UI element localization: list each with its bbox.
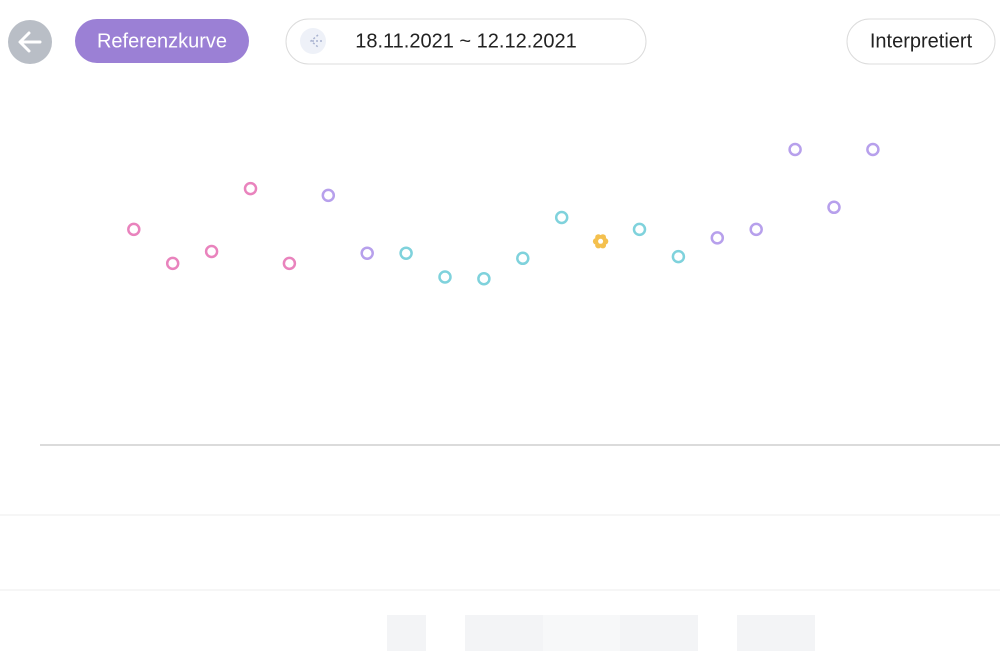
date-range: 18.11.2021 ~ 12.12.2021 [355,30,577,52]
reference-button[interactable]: Referenzkurve [75,19,249,63]
marker [399,246,413,260]
marker [632,222,647,237]
marker [477,271,491,286]
ovulation-marker [590,231,611,252]
marker [710,231,725,245]
marker [749,222,763,237]
date-picker[interactable]: 18.11.2021 ~ 12.12.2021 [285,18,647,65]
button-label: Referenzkurve [97,30,227,52]
marker [321,188,336,203]
marker [788,142,802,157]
status-button[interactable]: Interpretiert [846,18,996,65]
marker [866,142,880,157]
marker [282,256,297,271]
marker [165,256,180,271]
marker [827,200,841,215]
marker [516,251,530,266]
marker [204,244,219,259]
status-label: Interpretiert [870,30,973,52]
shaded-cells [387,615,815,651]
marker [243,181,258,196]
back-button[interactable] [8,20,52,64]
marker [438,270,452,284]
marker [554,210,569,225]
marker [127,222,141,237]
marker [671,249,686,264]
marker [360,246,374,260]
center [598,238,604,244]
